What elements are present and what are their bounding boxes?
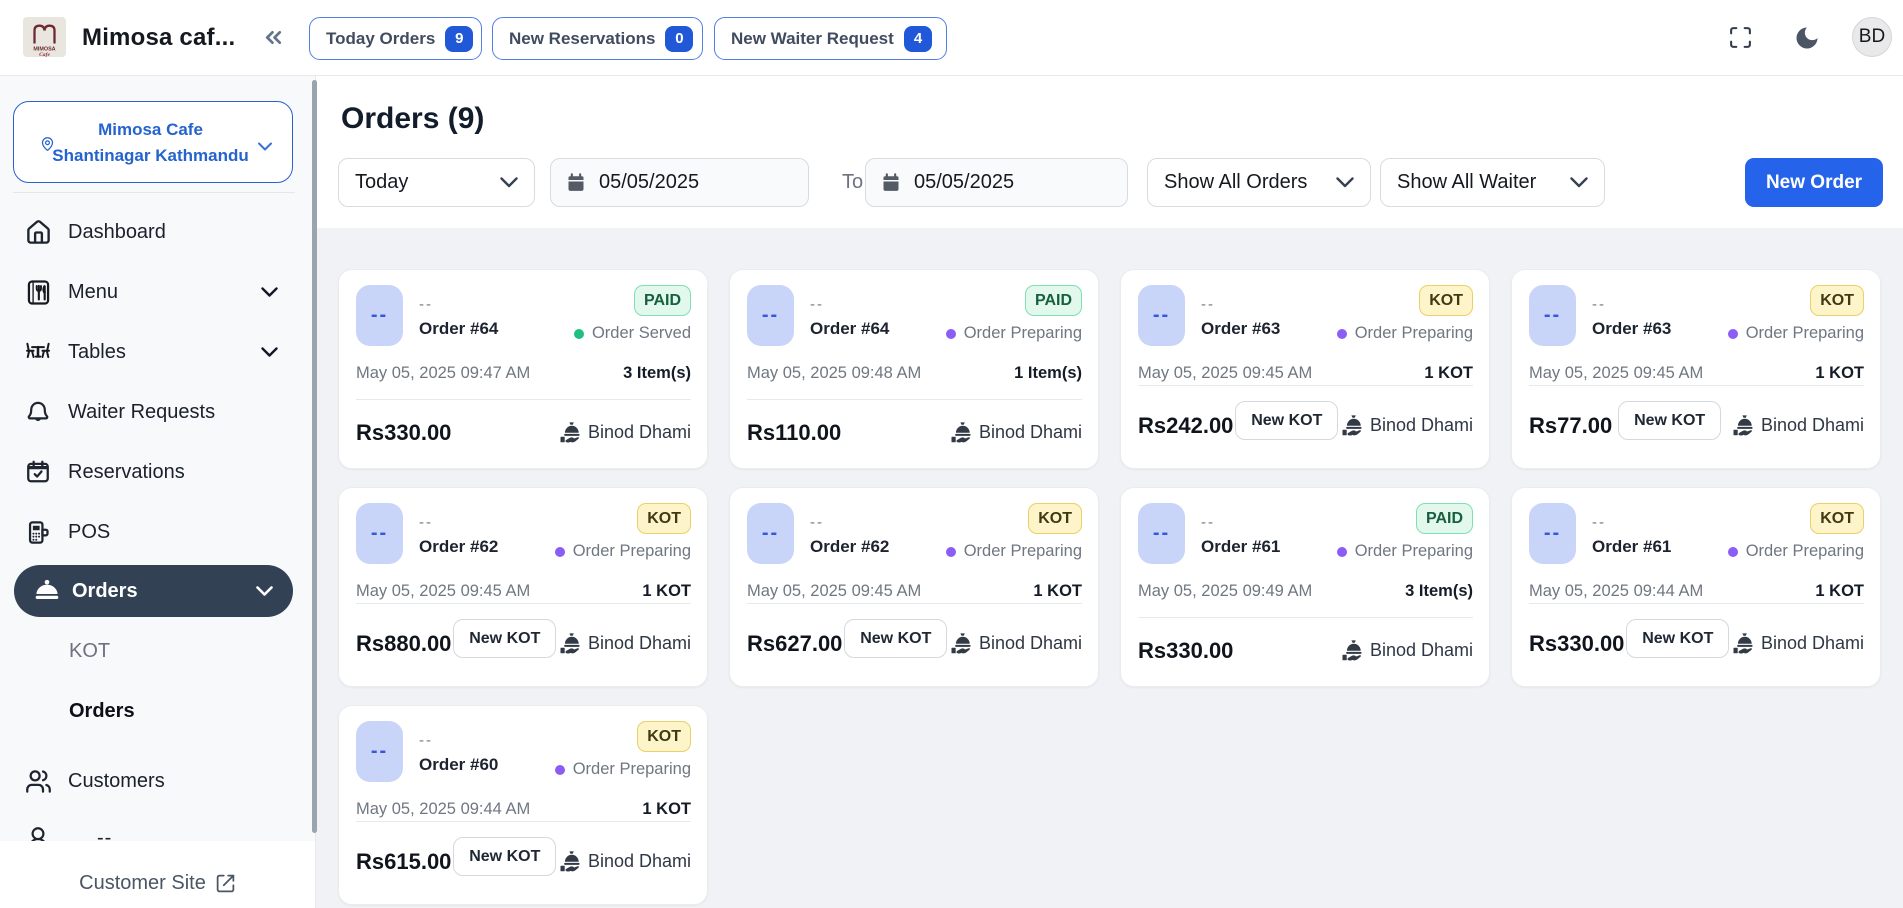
- svg-text:Cafe: Cafe: [39, 52, 50, 57]
- svg-text:MIMOSA: MIMOSA: [33, 47, 55, 53]
